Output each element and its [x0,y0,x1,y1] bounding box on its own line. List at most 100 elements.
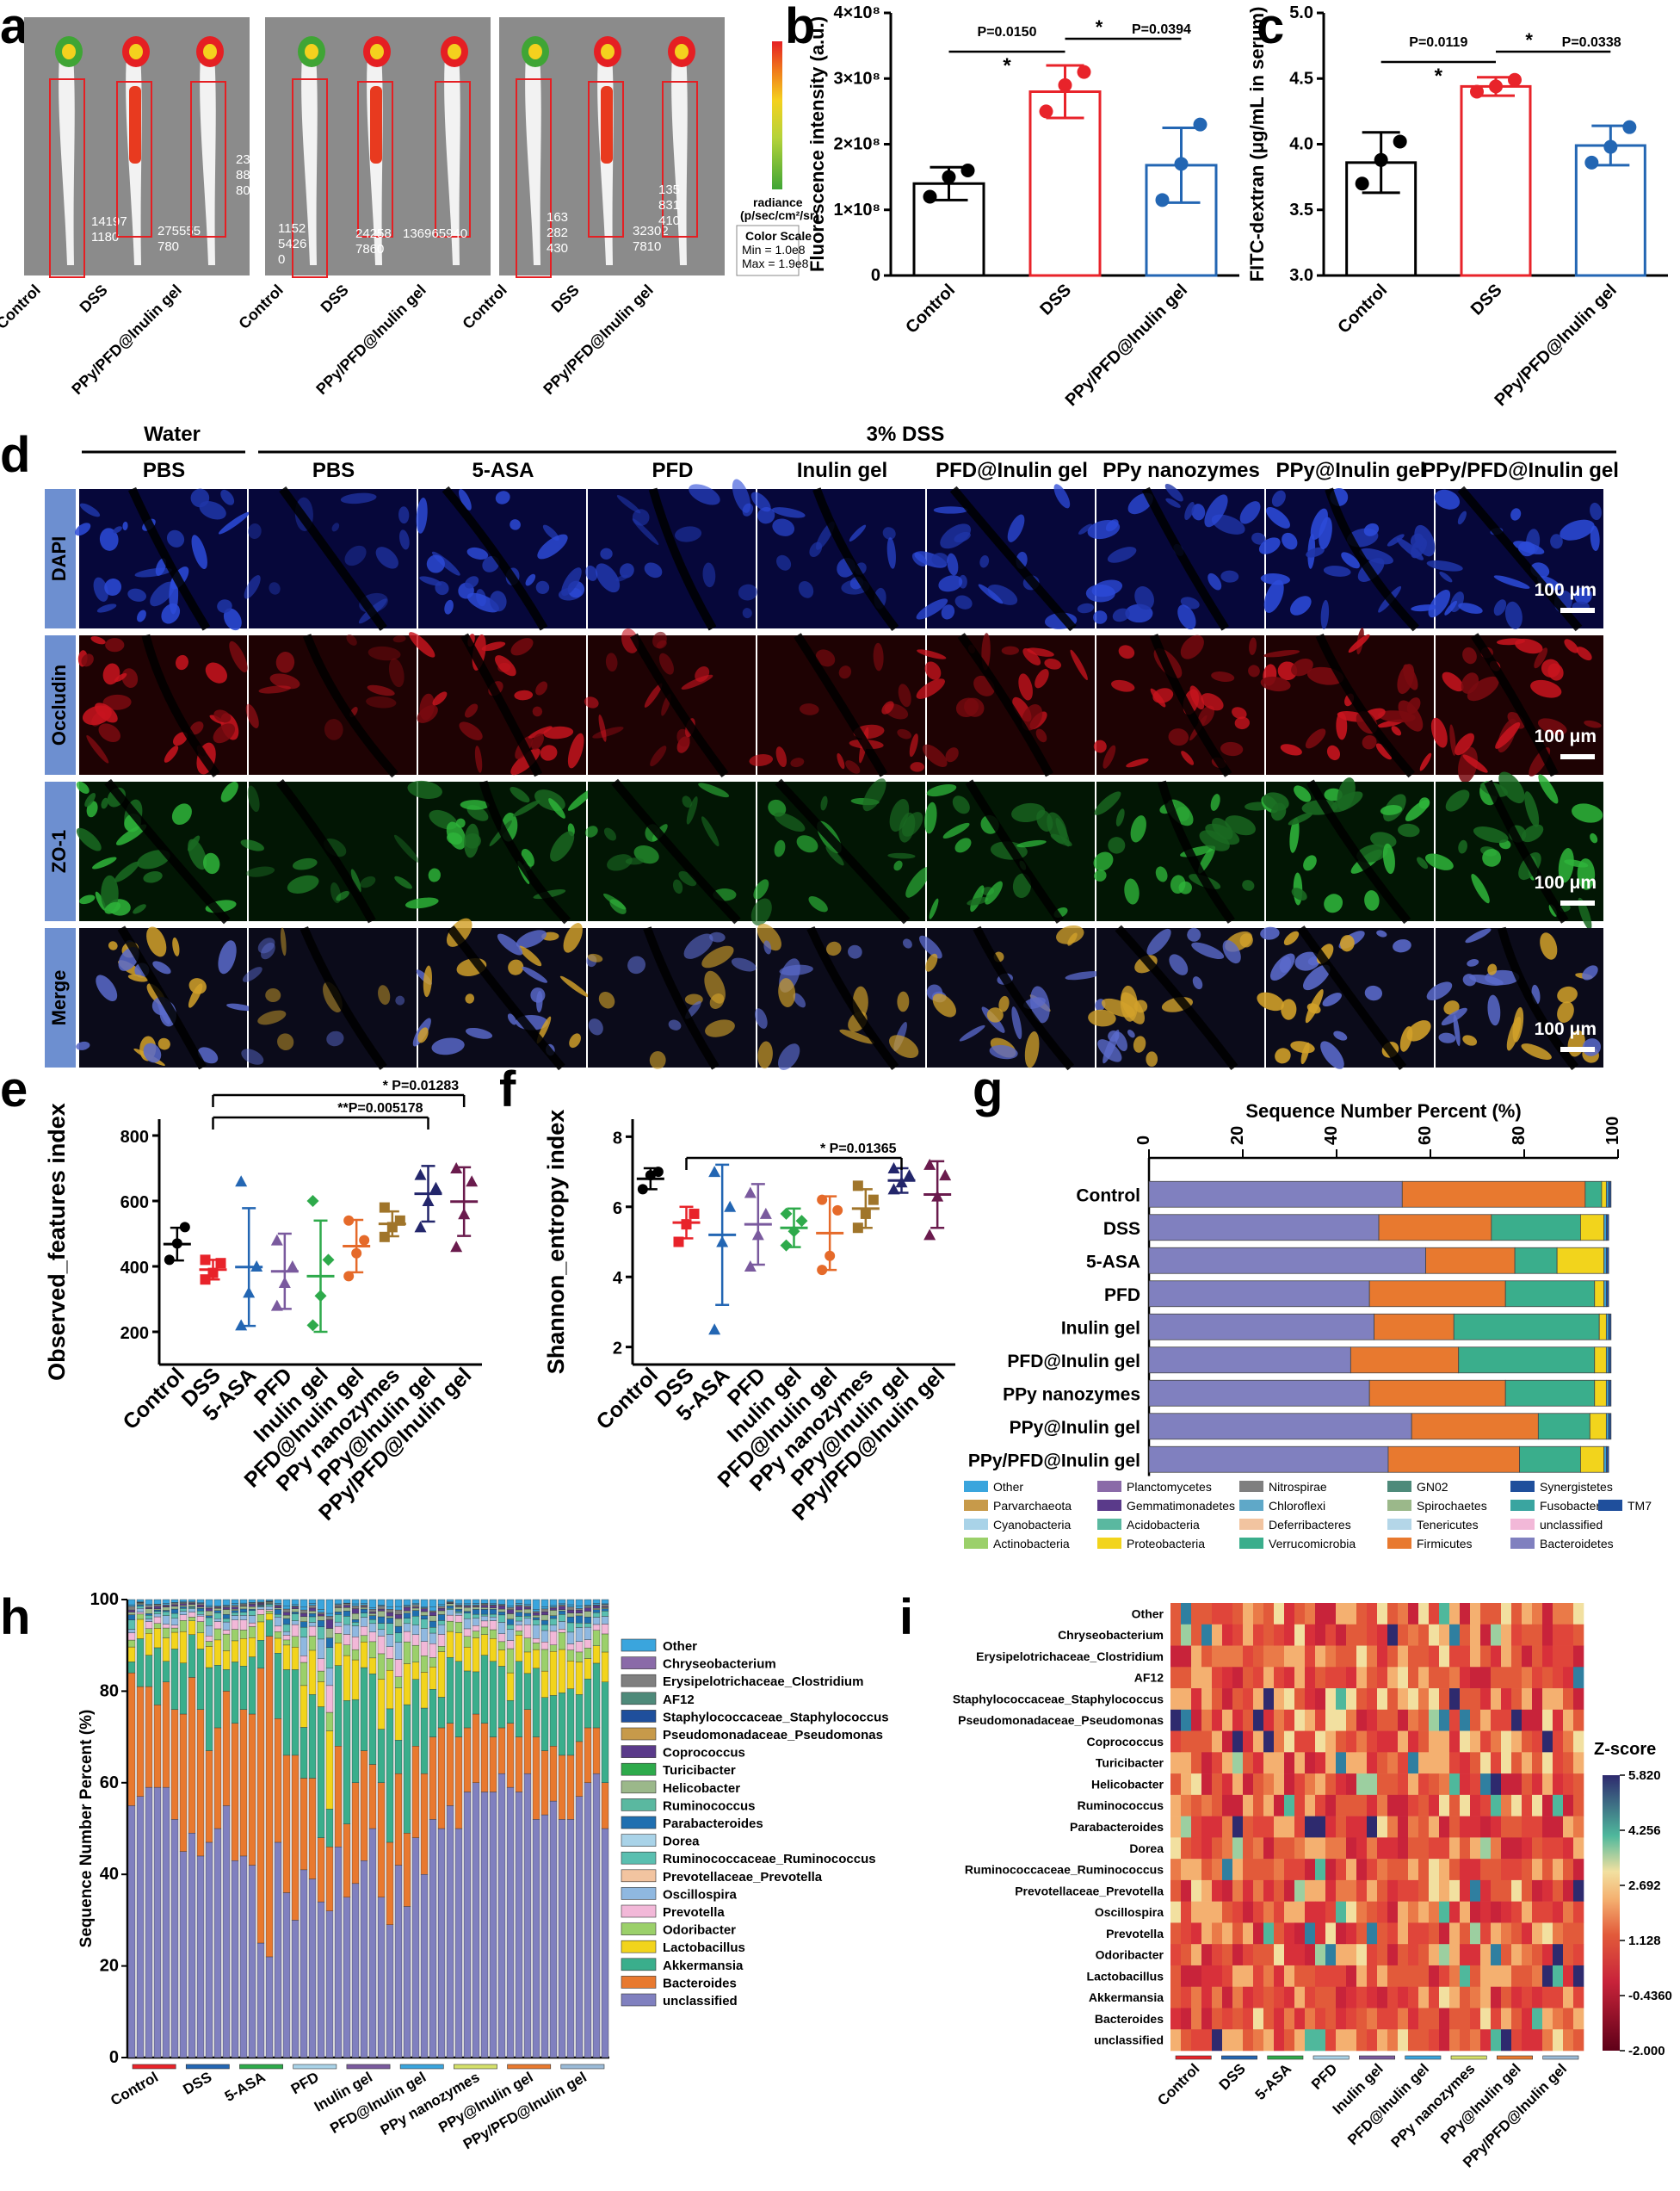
heat-cell [1563,1965,1574,1988]
heat-cell [1284,1965,1295,1988]
signal-band [129,86,141,164]
heat-cell [1294,1752,1306,1774]
heat-cell [1460,1901,1471,1923]
stack-segment [179,1608,188,1612]
tissue-signal [808,896,828,913]
heat-cell [1501,1837,1512,1860]
tissue-signal [1398,823,1420,838]
heat-cell [1470,1965,1481,1988]
row-tab [45,928,76,1068]
heat-cell [1243,2029,1254,2052]
tissue-signal [886,537,896,569]
heat-cell [1439,1645,1450,1668]
stack-segment [497,1727,506,1774]
tissue-signal [1094,791,1121,815]
heat-cell [1408,1709,1419,1731]
heat-cell [1263,1901,1275,1923]
legend-label: Akkermansia [663,1959,744,1973]
tissue-signal [1270,802,1287,821]
group-label: Control [235,282,286,332]
heat-cell [1408,1667,1419,1689]
stack-segment [584,1599,592,1606]
stack-segment [239,1638,248,1667]
stack-segment [463,1606,472,1612]
stack-segment [127,1805,136,2058]
stack-segment [523,1599,532,1605]
signal-core [305,44,318,59]
heat-cell [1408,1752,1419,1774]
stack-segment [575,1623,584,1628]
tissue-signal [705,1019,735,1037]
stack-segment [411,1607,420,1611]
stack-segment [205,1607,213,1612]
stack-segment [575,1608,584,1611]
data-point [200,1254,211,1266]
tissue-signal [1590,502,1602,521]
crypt-channel [965,779,1064,924]
stack-segment [403,1618,411,1625]
heat-cell [1573,2008,1584,2030]
crypt-channel [957,633,1053,777]
tissue-signal [905,866,930,898]
tissue-signal [750,492,771,512]
heat-cell [1201,1816,1213,1838]
zscore-colorbar [1603,1775,1620,2051]
roi-box [49,78,85,278]
stack-segment [532,1619,540,1625]
stack-segment [558,1614,566,1622]
heat-cell [1542,1901,1553,1923]
stack-segment [489,1607,497,1610]
heat-cell [1387,1624,1399,1646]
heat-cell [1305,1859,1316,1881]
heat-cell [1274,1773,1285,1796]
heat-cell [1511,2008,1522,2030]
tissue-signal [76,827,102,851]
stack-segment [558,1693,566,1756]
heat-cell [1284,1709,1295,1731]
stack-segment [584,1658,592,1680]
heat-cell [1336,1859,1347,1881]
heat-cell [1387,1709,1399,1731]
tissue-signal [1498,771,1525,804]
heat-cell [1346,1709,1357,1731]
tissue-signal [96,975,118,1002]
heat-cell [1480,1816,1492,1838]
category-label: DSS [1103,1219,1140,1239]
heat-cell [1387,1986,1399,2008]
tissue-signal [1266,507,1291,529]
stack-segment [532,1643,540,1650]
stack-segment [523,1709,532,1774]
heat-cell [1294,1944,1306,1966]
heat-cell [1387,1667,1399,1689]
heat-cell [1449,1837,1461,1860]
stack-segment [368,1612,377,1616]
tissue-signal [247,785,260,813]
stack-segment [540,1814,549,2058]
heat-cell [1253,1901,1264,1923]
group-marker [1175,2055,1212,2060]
tissue-signal [1305,728,1326,749]
stack-segment [213,1727,222,1829]
scale-bar [1560,901,1595,906]
tissue-signal [964,697,985,717]
stack-segment [1580,1445,1605,1473]
heat-cell [1212,1965,1223,1988]
stack-segment [540,1649,549,1672]
tissue-signal [93,577,108,602]
heat-cell [1181,1752,1192,1774]
colon-tissue [59,43,75,265]
heat-cell [1367,2029,1378,2052]
stack-segment [170,1627,179,1633]
data-point [637,1184,648,1195]
heat-cell [1367,1986,1378,2008]
stack-segment [248,1615,256,1624]
sig-star: * [1525,29,1533,51]
stack-segment [575,1612,584,1617]
dss-header: 3% DSS [867,423,945,446]
tissue-signal [1112,608,1130,622]
stack-segment [325,1619,334,1629]
roi-value: 275555 [158,224,201,238]
tissue-signal [417,1027,429,1043]
heat-cell [1511,1922,1522,1945]
tissue-signal [1458,839,1467,854]
